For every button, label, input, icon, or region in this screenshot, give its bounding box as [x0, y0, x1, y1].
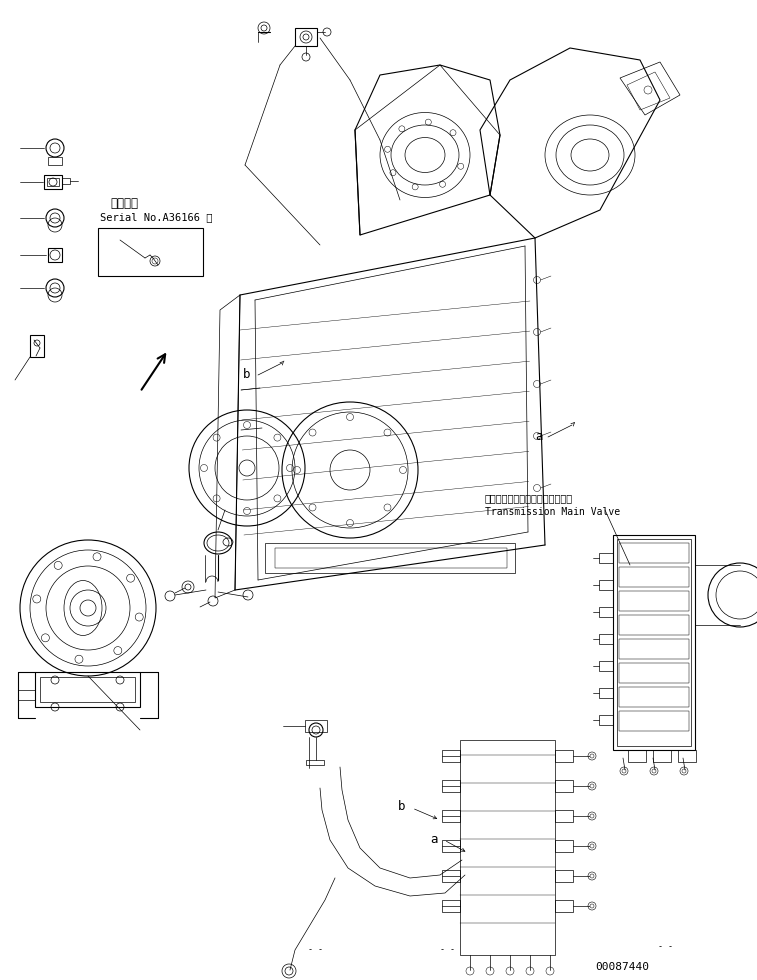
Bar: [619, 591, 689, 611]
Text: Serial No.A36166 ～: Serial No.A36166 ～: [100, 212, 213, 222]
Bar: [98, 228, 203, 276]
Bar: [442, 840, 460, 852]
Text: a: a: [535, 430, 543, 443]
Bar: [62, 178, 70, 184]
Bar: [555, 810, 573, 822]
Circle shape: [261, 25, 267, 31]
Bar: [555, 900, 573, 912]
Bar: [275, 548, 507, 568]
Bar: [442, 780, 460, 792]
Bar: [599, 580, 613, 590]
Bar: [442, 750, 460, 762]
Bar: [555, 870, 573, 882]
Bar: [678, 750, 696, 762]
Bar: [442, 870, 460, 882]
Bar: [460, 740, 555, 955]
Circle shape: [590, 874, 594, 878]
Bar: [619, 639, 689, 659]
Text: Transmission Main Valve: Transmission Main Valve: [485, 507, 620, 517]
Bar: [619, 567, 689, 587]
Text: b: b: [243, 368, 251, 381]
Bar: [442, 810, 460, 822]
Text: - -: - -: [658, 942, 673, 951]
Bar: [613, 535, 695, 750]
Bar: [48, 157, 62, 165]
Text: a: a: [430, 833, 438, 846]
Text: - -: - -: [440, 945, 455, 954]
Circle shape: [80, 600, 96, 616]
Bar: [265, 543, 515, 573]
Circle shape: [590, 814, 594, 818]
Bar: [599, 688, 613, 698]
Bar: [628, 750, 646, 762]
Bar: [295, 28, 317, 46]
Circle shape: [590, 754, 594, 758]
Bar: [555, 750, 573, 762]
Bar: [306, 760, 324, 765]
Bar: [599, 634, 613, 644]
Text: - -: - -: [308, 945, 323, 954]
Circle shape: [590, 904, 594, 908]
Bar: [47, 178, 59, 186]
Bar: [599, 553, 613, 563]
Text: 適用号機: 適用号機: [110, 197, 138, 210]
Bar: [619, 615, 689, 635]
Bar: [555, 780, 573, 792]
Circle shape: [239, 460, 255, 476]
Bar: [35, 672, 140, 707]
Bar: [599, 661, 613, 671]
Bar: [619, 543, 689, 563]
Bar: [40, 677, 135, 702]
Bar: [555, 840, 573, 852]
Bar: [442, 900, 460, 912]
Circle shape: [185, 584, 191, 590]
Bar: [619, 687, 689, 707]
Text: トランスミッションメインバルブ: トランスミッションメインバルブ: [485, 493, 573, 503]
Bar: [619, 663, 689, 683]
Text: 00087440: 00087440: [595, 962, 649, 972]
Bar: [305, 720, 327, 732]
Bar: [30, 335, 44, 357]
Circle shape: [590, 784, 594, 788]
Bar: [653, 750, 671, 762]
Bar: [617, 539, 691, 746]
Bar: [619, 711, 689, 731]
Bar: [44, 175, 62, 189]
Bar: [599, 607, 613, 617]
Bar: [599, 715, 613, 725]
Circle shape: [590, 844, 594, 848]
Bar: [48, 248, 62, 262]
Text: b: b: [398, 800, 406, 813]
